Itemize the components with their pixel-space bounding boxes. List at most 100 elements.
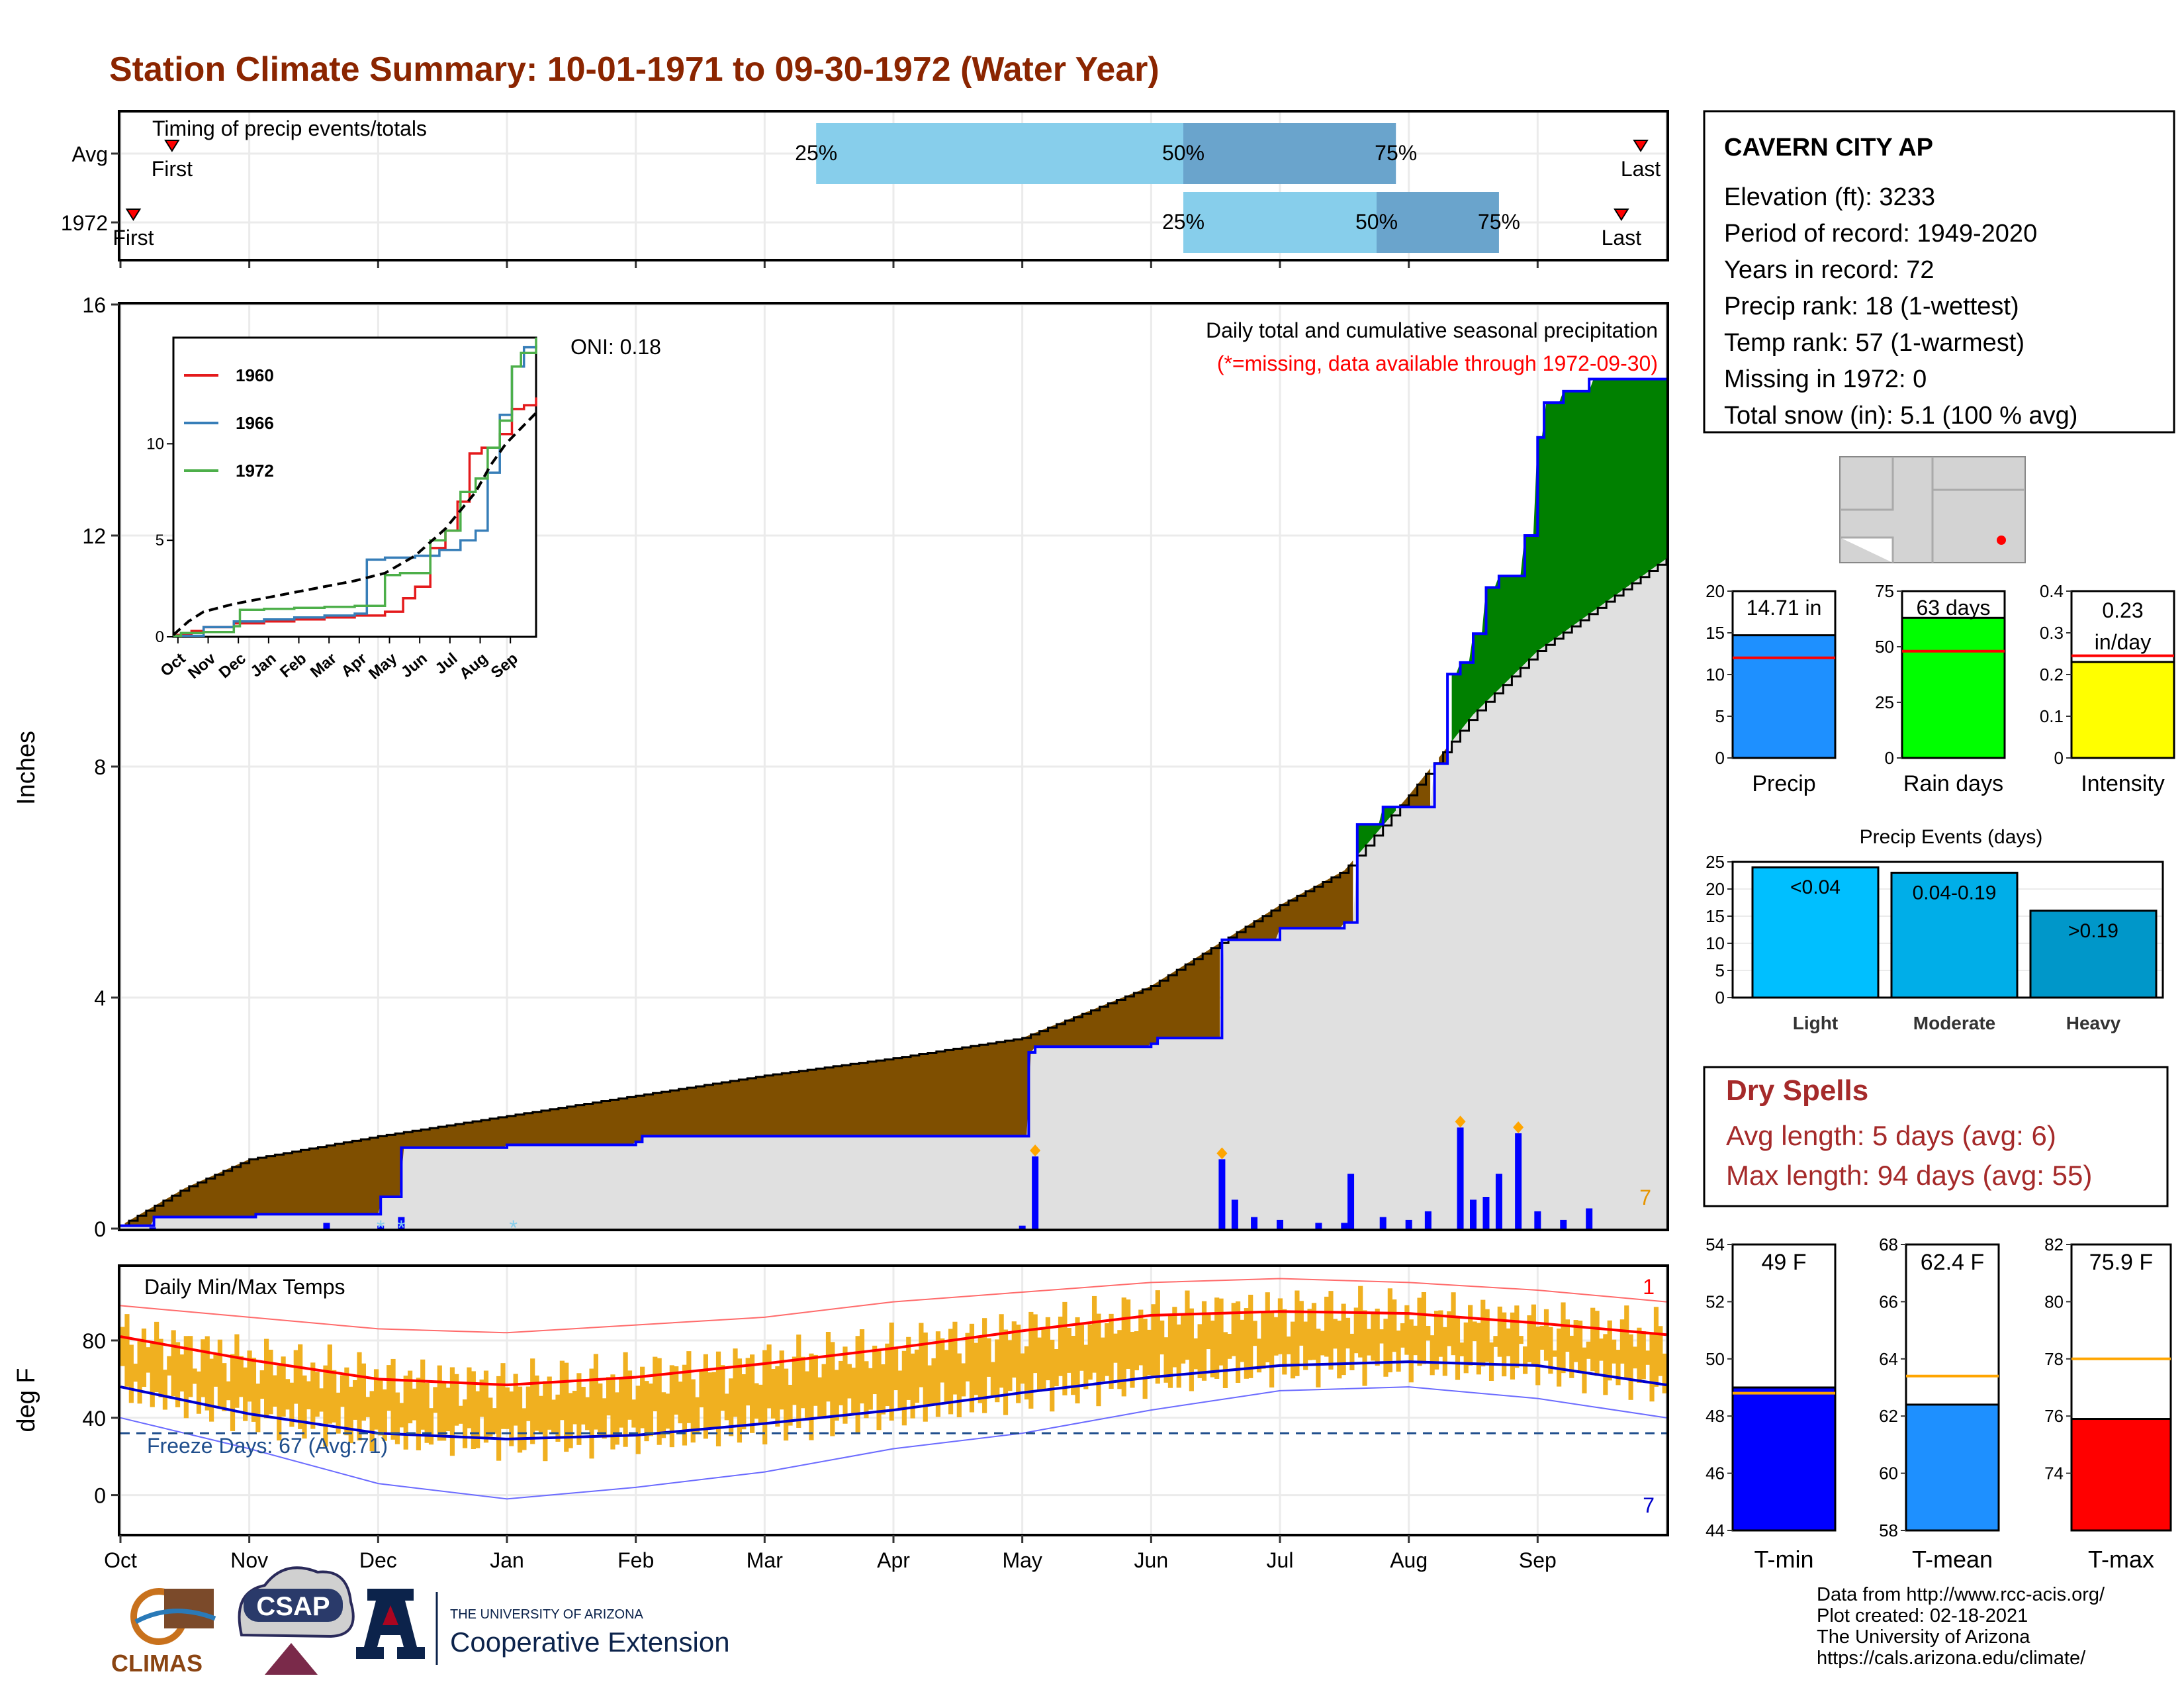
daily-temp-bar	[1426, 1325, 1431, 1341]
climas-logo: CLIMAS	[111, 1588, 216, 1677]
record-min-line	[120, 1386, 1667, 1500]
temp-ytick-label: 40	[82, 1407, 106, 1430]
daily-temp-bar	[1607, 1320, 1612, 1381]
daily-precip-bar	[323, 1223, 330, 1229]
ua-small-text: THE UNIVERSITY OF ARIZONA	[450, 1607, 644, 1622]
daily-temp-bar	[162, 1370, 168, 1410]
daily-temp-bar	[897, 1370, 903, 1409]
daily-temp-bar	[1113, 1333, 1118, 1363]
temp-box-tick-label: 60	[1879, 1464, 1898, 1483]
daily-temp-bar	[1522, 1346, 1528, 1374]
mini-chart-tick-label: 75	[1875, 581, 1894, 601]
temp-ytick-label: 0	[94, 1484, 106, 1508]
daily-temp-bar	[1379, 1329, 1385, 1344]
timing-first-label: First	[152, 157, 193, 181]
mini-chart-label: Precip	[1752, 771, 1815, 796]
daily-temp-bar	[1404, 1305, 1410, 1355]
daily-temp-bar	[715, 1351, 721, 1446]
daily-temp-bar	[914, 1349, 920, 1403]
daily-temp-bar	[969, 1323, 975, 1413]
station-name: CAVERN CITY AP	[1724, 134, 1933, 162]
daily-temp-bar	[885, 1343, 890, 1407]
daily-temp-bar	[1603, 1334, 1608, 1395]
timing-row-label: Avg	[71, 142, 108, 166]
daily-temp-bar	[585, 1397, 590, 1430]
daily-precip-bar	[1534, 1211, 1541, 1229]
daily-temp-bar	[188, 1336, 193, 1397]
daily-temp-bar	[1261, 1311, 1266, 1369]
daily-temp-bar	[1277, 1298, 1283, 1354]
inset-ytick-label: 5	[156, 532, 164, 549]
daily-temp-bar	[1121, 1297, 1126, 1397]
mini-chart-tick-label: 0.3	[2040, 623, 2064, 643]
mini-chart-tick-label: 20	[1706, 581, 1725, 601]
daily-temp-bar	[1413, 1325, 1418, 1356]
daily-temp-bar	[1269, 1312, 1275, 1388]
temp-ylabel: deg F	[13, 1368, 40, 1432]
daily-temp-bar	[1062, 1301, 1068, 1395]
daily-temp-bar	[830, 1342, 835, 1436]
daily-temp-bar	[1163, 1337, 1169, 1383]
temp-box-tick-label: 48	[1706, 1406, 1725, 1426]
daily-temp-bar	[327, 1344, 332, 1424]
dry-spells-title: Dry Spells	[1726, 1074, 1868, 1107]
daily-precip-bar	[1470, 1199, 1477, 1229]
precip-ytick-label: 4	[94, 986, 106, 1010]
timing-q25-label: 25%	[1162, 210, 1205, 234]
daily-temp-bar	[1594, 1311, 1600, 1376]
daily-temp-bar	[1476, 1323, 1481, 1375]
daily-temp-bar	[1653, 1307, 1659, 1387]
daily-precip-bar	[1315, 1223, 1322, 1229]
daily-temp-bar	[589, 1368, 594, 1459]
daily-temp-bar	[834, 1370, 839, 1421]
daily-temp-bar	[737, 1358, 743, 1443]
daily-temp-bar	[821, 1364, 827, 1418]
daily-temp-bar	[167, 1356, 172, 1376]
events-bar-label: Light	[1793, 1013, 1838, 1033]
daily-temp-bar	[1569, 1335, 1574, 1378]
daily-temp-bar	[243, 1367, 248, 1421]
university-of-arizona-logo: THE UNIVERSITY OF ARIZONA Cooperative Ex…	[356, 1589, 730, 1665]
daily-temp-bar	[944, 1350, 949, 1403]
daily-temp-bar	[678, 1382, 683, 1424]
daily-temp-bar	[281, 1356, 286, 1417]
daily-temp-bar	[1497, 1306, 1502, 1357]
daily-temp-bar	[509, 1391, 514, 1446]
daily-temp-bar	[1240, 1319, 1245, 1362]
daily-temp-bar	[610, 1374, 615, 1450]
daily-temp-bar	[1502, 1312, 1507, 1377]
csap-logo-text: CSAP	[256, 1592, 330, 1621]
daily-temp-bar	[1468, 1305, 1473, 1366]
daily-temp-bar	[1041, 1329, 1046, 1391]
daily-temp-bar	[458, 1405, 463, 1424]
daily-temp-bar	[424, 1382, 430, 1443]
daily-temp-bar	[277, 1366, 282, 1441]
daily-temp-bar	[1075, 1317, 1080, 1404]
daily-temp-bar	[555, 1394, 561, 1442]
daily-temp-bar	[1273, 1317, 1279, 1356]
daily-temp-bar	[1256, 1338, 1262, 1373]
daily-temp-bar	[238, 1356, 244, 1397]
daily-temp-bar	[1032, 1314, 1038, 1374]
mini-chart-tick-label: 5	[1715, 706, 1725, 726]
daily-temp-bar	[606, 1377, 612, 1416]
daily-temp-bar	[525, 1386, 531, 1421]
climas-logo-text: CLIMAS	[111, 1650, 203, 1677]
daily-temp-bar	[999, 1314, 1004, 1388]
mini-chart-label: Intensity	[2081, 771, 2165, 796]
timing-last-label: Last	[1621, 157, 1661, 181]
daily-temp-bar	[889, 1322, 894, 1421]
daily-temp-bar	[1003, 1329, 1009, 1415]
daily-temp-bar	[1387, 1288, 1392, 1373]
daily-temp-bar	[669, 1365, 674, 1448]
daily-temp-bar	[602, 1398, 607, 1439]
daily-temp-bar	[1590, 1307, 1596, 1372]
daily-temp-bar	[1488, 1342, 1494, 1382]
daily-temp-bar	[1096, 1313, 1101, 1407]
mini-chart-tick-label: 0.4	[2040, 581, 2064, 601]
month-label: Feb	[617, 1548, 654, 1572]
daily-precip-bar	[1495, 1174, 1502, 1229]
daily-temp-bar	[1624, 1305, 1629, 1380]
temp-box-label: T-min	[1754, 1546, 1814, 1573]
daily-temp-bar	[445, 1387, 451, 1432]
